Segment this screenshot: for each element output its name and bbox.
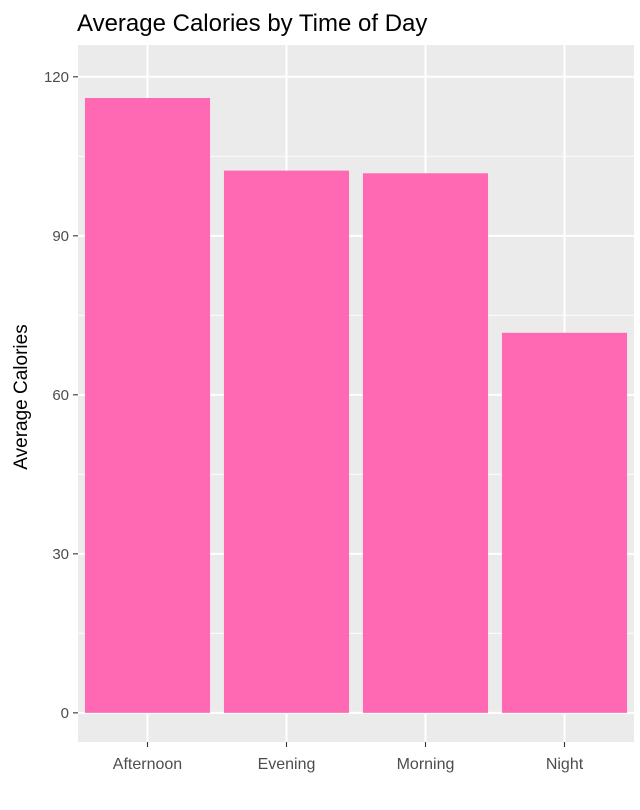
x-tick-label-night: Night bbox=[546, 756, 584, 773]
x-tick-label-evening: Evening bbox=[258, 756, 316, 773]
y-tick-label: 60 bbox=[52, 387, 69, 404]
plot-area: 0 30 60 90 120 Afternoon Evening Morning Night bbox=[44, 45, 634, 773]
bar-night bbox=[501, 332, 628, 713]
bar-afternoon bbox=[84, 98, 211, 713]
y-tick-label: 90 bbox=[52, 228, 69, 245]
chart-title: Average Calories by Time of Day bbox=[77, 10, 427, 37]
y-axis-label: Average Calories bbox=[11, 324, 32, 469]
y-tick-label: 30 bbox=[52, 546, 69, 563]
y-tick-label: 0 bbox=[61, 705, 69, 722]
x-tick-label-morning: Morning bbox=[397, 756, 455, 773]
y-tick-label: 120 bbox=[44, 69, 69, 86]
bar-evening bbox=[223, 170, 350, 713]
bar-morning bbox=[362, 173, 489, 713]
x-tick-label-afternoon: Afternoon bbox=[113, 756, 182, 773]
